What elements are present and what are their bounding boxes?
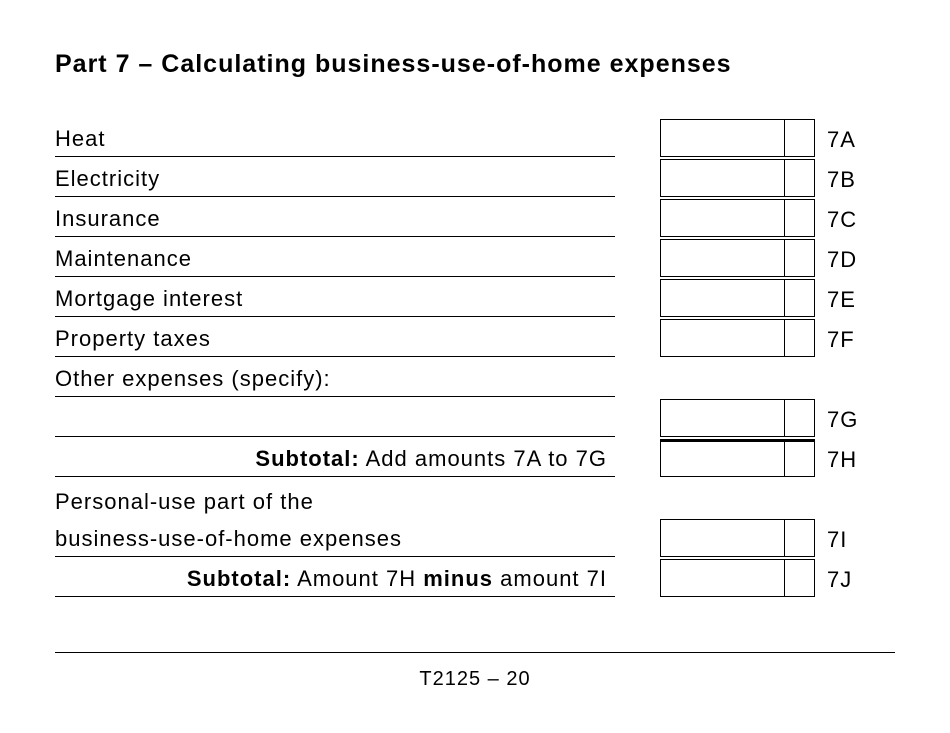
label-other: Other expenses (specify):	[55, 366, 615, 397]
footer-text: T2125 – 20	[0, 668, 950, 691]
row-heat: Heat 7A	[55, 117, 895, 157]
input-other-specify[interactable]	[55, 406, 615, 437]
row-subtotal-1: Subtotal: Add amounts 7A to 7G 7H	[55, 437, 895, 477]
row-other-value: 7G	[55, 397, 895, 437]
row-property: Property taxes 7F	[55, 317, 895, 357]
input-insurance[interactable]	[660, 199, 815, 237]
footer-divider	[55, 652, 895, 653]
row-mortgage: Mortgage interest 7E	[55, 277, 895, 317]
row-personal-l1: Personal-use part of the	[55, 489, 895, 519]
input-electricity[interactable]	[660, 159, 815, 197]
input-heat[interactable]	[660, 119, 815, 157]
form-rows: Heat 7A Electricity 7B Insurance 7C Main…	[55, 117, 895, 597]
code-subtotal-2: 7J	[815, 567, 865, 597]
code-property: 7F	[815, 327, 865, 357]
code-maintenance: 7D	[815, 247, 865, 277]
label-subtotal-1: Subtotal: Add amounts 7A to 7G	[55, 446, 615, 477]
code-insurance: 7C	[815, 207, 865, 237]
code-subtotal-1: 7H	[815, 447, 865, 477]
section-title: Part 7 – Calculating business-use-of-hom…	[55, 50, 895, 79]
row-insurance: Insurance 7C	[55, 197, 895, 237]
row-maintenance: Maintenance 7D	[55, 237, 895, 277]
input-maintenance[interactable]	[660, 239, 815, 277]
input-subtotal-2[interactable]	[660, 559, 815, 597]
label-property: Property taxes	[55, 326, 615, 357]
label-personal-l1: Personal-use part of the	[55, 489, 615, 519]
input-subtotal-1[interactable]	[660, 439, 815, 477]
label-insurance: Insurance	[55, 206, 615, 237]
input-other-amount[interactable]	[660, 399, 815, 437]
label-subtotal-2: Subtotal: Amount 7H minus amount 7I	[55, 566, 615, 597]
row-subtotal-2: Subtotal: Amount 7H minus amount 7I 7J	[55, 557, 895, 597]
row-electricity: Electricity 7B	[55, 157, 895, 197]
row-other-label: Other expenses (specify):	[55, 357, 895, 397]
code-heat: 7A	[815, 127, 865, 157]
label-mortgage: Mortgage interest	[55, 286, 615, 317]
input-mortgage[interactable]	[660, 279, 815, 317]
label-personal-l2: business-use-of-home expenses	[55, 526, 615, 557]
code-personal: 7I	[815, 527, 865, 557]
code-other: 7G	[815, 407, 865, 437]
code-mortgage: 7E	[815, 287, 865, 317]
row-personal-l2: business-use-of-home expenses 7I	[55, 519, 895, 557]
label-electricity: Electricity	[55, 166, 615, 197]
label-heat: Heat	[55, 126, 615, 157]
input-personal[interactable]	[660, 519, 815, 557]
code-electricity: 7B	[815, 167, 865, 197]
input-property[interactable]	[660, 319, 815, 357]
label-maintenance: Maintenance	[55, 246, 615, 277]
